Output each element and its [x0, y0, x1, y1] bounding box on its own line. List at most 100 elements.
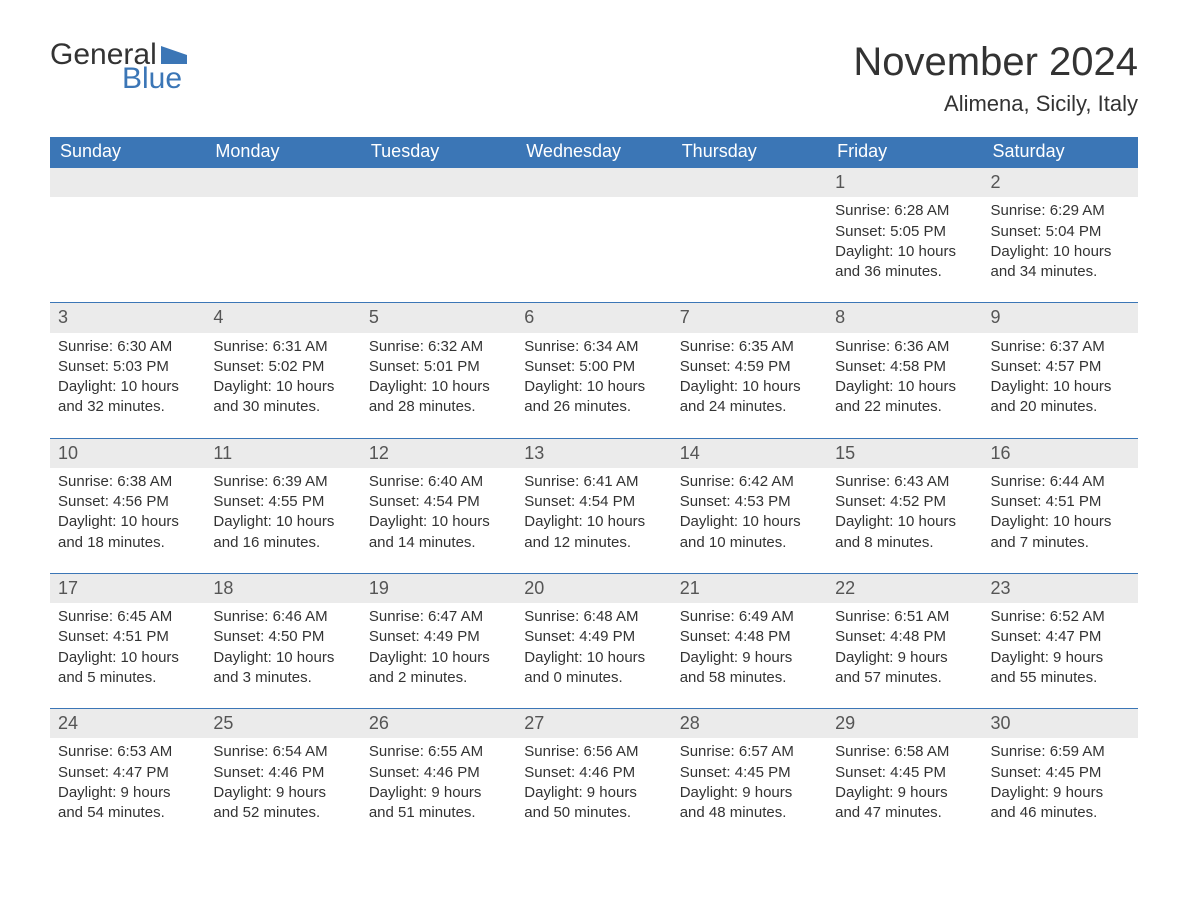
- day-sunset: Sunset: 4:46 PM: [213, 763, 352, 783]
- day-sunrise: Sunrise: 6:53 AM: [58, 742, 197, 762]
- day-cell: 2Sunrise: 6:29 AMSunset: 5:04 PMDaylight…: [983, 168, 1138, 288]
- day-sunrise: Sunrise: 6:55 AM: [369, 742, 508, 762]
- day-daylight2: and 0 minutes.: [524, 668, 663, 688]
- day-daylight1: Daylight: 9 hours: [991, 783, 1130, 803]
- day-cell: 8Sunrise: 6:36 AMSunset: 4:58 PMDaylight…: [827, 303, 982, 423]
- day-body: Sunrise: 6:48 AMSunset: 4:49 PMDaylight:…: [516, 603, 671, 694]
- day-body: Sunrise: 6:41 AMSunset: 4:54 PMDaylight:…: [516, 468, 671, 559]
- day-number: [50, 168, 205, 197]
- day-sunrise: Sunrise: 6:40 AM: [369, 472, 508, 492]
- day-cell: 30Sunrise: 6:59 AMSunset: 4:45 PMDayligh…: [983, 709, 1138, 829]
- day-daylight1: Daylight: 9 hours: [213, 783, 352, 803]
- weekday-header: Thursday: [672, 137, 827, 168]
- day-sunset: Sunset: 4:54 PM: [524, 492, 663, 512]
- day-sunset: Sunset: 4:45 PM: [680, 763, 819, 783]
- day-number: 13: [516, 439, 671, 468]
- day-daylight2: and 26 minutes.: [524, 397, 663, 417]
- day-sunrise: Sunrise: 6:43 AM: [835, 472, 974, 492]
- day-sunset: Sunset: 4:59 PM: [680, 357, 819, 377]
- day-daylight1: Daylight: 10 hours: [991, 242, 1130, 262]
- day-sunset: Sunset: 4:51 PM: [58, 627, 197, 647]
- day-sunset: Sunset: 4:53 PM: [680, 492, 819, 512]
- day-daylight2: and 47 minutes.: [835, 803, 974, 823]
- day-body: Sunrise: 6:55 AMSunset: 4:46 PMDaylight:…: [361, 738, 516, 829]
- day-sunset: Sunset: 4:49 PM: [524, 627, 663, 647]
- day-number: 19: [361, 574, 516, 603]
- day-cell: [516, 168, 671, 288]
- day-body: Sunrise: 6:56 AMSunset: 4:46 PMDaylight:…: [516, 738, 671, 829]
- day-sunrise: Sunrise: 6:32 AM: [369, 337, 508, 357]
- day-body: Sunrise: 6:38 AMSunset: 4:56 PMDaylight:…: [50, 468, 205, 559]
- logo: General Blue: [50, 40, 187, 94]
- day-body: Sunrise: 6:43 AMSunset: 4:52 PMDaylight:…: [827, 468, 982, 559]
- day-cell: 10Sunrise: 6:38 AMSunset: 4:56 PMDayligh…: [50, 439, 205, 559]
- day-daylight2: and 20 minutes.: [991, 397, 1130, 417]
- day-daylight1: Daylight: 9 hours: [524, 783, 663, 803]
- day-number: 11: [205, 439, 360, 468]
- day-number: 29: [827, 709, 982, 738]
- day-cell: 4Sunrise: 6:31 AMSunset: 5:02 PMDaylight…: [205, 303, 360, 423]
- day-daylight1: Daylight: 10 hours: [213, 377, 352, 397]
- day-sunrise: Sunrise: 6:30 AM: [58, 337, 197, 357]
- day-sunset: Sunset: 4:48 PM: [680, 627, 819, 647]
- location: Alimena, Sicily, Italy: [853, 91, 1138, 117]
- day-sunset: Sunset: 4:47 PM: [58, 763, 197, 783]
- weekday-header: Wednesday: [516, 137, 671, 168]
- day-sunrise: Sunrise: 6:46 AM: [213, 607, 352, 627]
- day-cell: 23Sunrise: 6:52 AMSunset: 4:47 PMDayligh…: [983, 574, 1138, 694]
- day-number: 18: [205, 574, 360, 603]
- day-number: 28: [672, 709, 827, 738]
- day-daylight1: Daylight: 10 hours: [991, 377, 1130, 397]
- day-sunset: Sunset: 4:55 PM: [213, 492, 352, 512]
- day-daylight2: and 50 minutes.: [524, 803, 663, 823]
- day-cell: 27Sunrise: 6:56 AMSunset: 4:46 PMDayligh…: [516, 709, 671, 829]
- day-sunrise: Sunrise: 6:42 AM: [680, 472, 819, 492]
- day-body: Sunrise: 6:40 AMSunset: 4:54 PMDaylight:…: [361, 468, 516, 559]
- day-sunset: Sunset: 4:46 PM: [524, 763, 663, 783]
- day-daylight2: and 55 minutes.: [991, 668, 1130, 688]
- day-sunset: Sunset: 4:56 PM: [58, 492, 197, 512]
- day-sunrise: Sunrise: 6:31 AM: [213, 337, 352, 357]
- day-body: Sunrise: 6:31 AMSunset: 5:02 PMDaylight:…: [205, 333, 360, 424]
- day-sunset: Sunset: 4:50 PM: [213, 627, 352, 647]
- day-cell: 29Sunrise: 6:58 AMSunset: 4:45 PMDayligh…: [827, 709, 982, 829]
- day-daylight1: Daylight: 10 hours: [58, 648, 197, 668]
- day-body: Sunrise: 6:29 AMSunset: 5:04 PMDaylight:…: [983, 197, 1138, 288]
- day-cell: 17Sunrise: 6:45 AMSunset: 4:51 PMDayligh…: [50, 574, 205, 694]
- day-number: 16: [983, 439, 1138, 468]
- day-daylight1: Daylight: 9 hours: [369, 783, 508, 803]
- day-cell: [50, 168, 205, 288]
- day-cell: 1Sunrise: 6:28 AMSunset: 5:05 PMDaylight…: [827, 168, 982, 288]
- day-cell: 28Sunrise: 6:57 AMSunset: 4:45 PMDayligh…: [672, 709, 827, 829]
- day-body: Sunrise: 6:51 AMSunset: 4:48 PMDaylight:…: [827, 603, 982, 694]
- day-sunrise: Sunrise: 6:59 AM: [991, 742, 1130, 762]
- day-sunrise: Sunrise: 6:39 AM: [213, 472, 352, 492]
- day-daylight1: Daylight: 10 hours: [524, 648, 663, 668]
- day-daylight2: and 58 minutes.: [680, 668, 819, 688]
- day-number: [516, 168, 671, 197]
- calendar: SundayMondayTuesdayWednesdayThursdayFrid…: [50, 137, 1138, 829]
- day-number: 8: [827, 303, 982, 332]
- week-row: 24Sunrise: 6:53 AMSunset: 4:47 PMDayligh…: [50, 708, 1138, 829]
- day-sunset: Sunset: 4:51 PM: [991, 492, 1130, 512]
- day-daylight2: and 3 minutes.: [213, 668, 352, 688]
- day-cell: [672, 168, 827, 288]
- day-daylight1: Daylight: 10 hours: [680, 512, 819, 532]
- day-daylight1: Daylight: 10 hours: [213, 512, 352, 532]
- weekday-header: Saturday: [983, 137, 1138, 168]
- weekday-header: Tuesday: [361, 137, 516, 168]
- day-sunrise: Sunrise: 6:34 AM: [524, 337, 663, 357]
- day-sunset: Sunset: 4:48 PM: [835, 627, 974, 647]
- day-number: [361, 168, 516, 197]
- day-daylight2: and 46 minutes.: [991, 803, 1130, 823]
- day-sunset: Sunset: 4:49 PM: [369, 627, 508, 647]
- day-body: Sunrise: 6:52 AMSunset: 4:47 PMDaylight:…: [983, 603, 1138, 694]
- day-number: 25: [205, 709, 360, 738]
- day-cell: 7Sunrise: 6:35 AMSunset: 4:59 PMDaylight…: [672, 303, 827, 423]
- day-sunrise: Sunrise: 6:45 AM: [58, 607, 197, 627]
- day-number: 7: [672, 303, 827, 332]
- day-body: Sunrise: 6:44 AMSunset: 4:51 PMDaylight:…: [983, 468, 1138, 559]
- day-daylight2: and 8 minutes.: [835, 533, 974, 553]
- day-cell: 6Sunrise: 6:34 AMSunset: 5:00 PMDaylight…: [516, 303, 671, 423]
- day-sunrise: Sunrise: 6:48 AM: [524, 607, 663, 627]
